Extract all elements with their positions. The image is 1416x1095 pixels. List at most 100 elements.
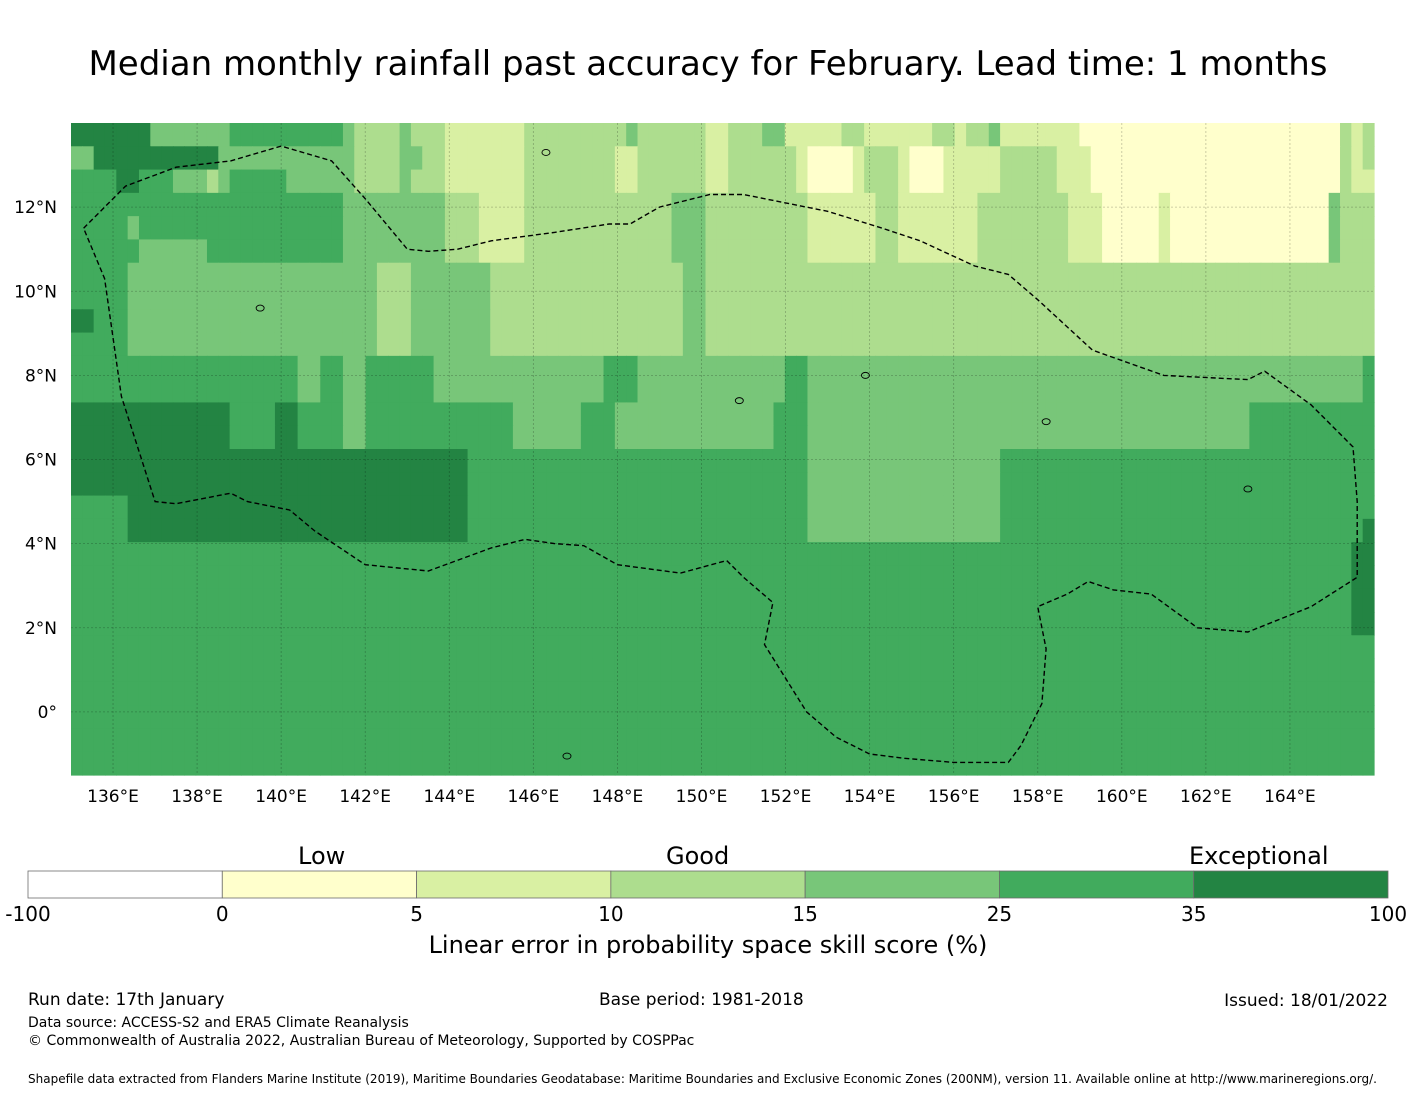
grid-cell (229, 588, 242, 613)
grid-cell (592, 751, 605, 776)
grid-cell (399, 216, 412, 241)
grid-cell (648, 355, 661, 380)
grid-cell (229, 216, 242, 241)
grid-cell (909, 635, 922, 660)
grid-cell (1328, 542, 1341, 567)
grid-cell (161, 146, 174, 171)
grid-cell (1215, 449, 1228, 473)
colorbar-tick-label: 5 (410, 902, 423, 926)
grid-cell (252, 169, 265, 194)
grid-cell (490, 355, 503, 380)
grid-cell (648, 612, 661, 636)
grid-cell (1000, 192, 1013, 217)
grid-cell (467, 262, 480, 287)
grid-cell (864, 262, 877, 287)
grid-cell (274, 379, 287, 404)
grid-cell (1328, 425, 1341, 450)
grid-cell (1068, 495, 1081, 520)
grid-cell (206, 449, 219, 473)
grid-cell (195, 355, 208, 380)
grid-cell (558, 286, 571, 310)
grid-cell (263, 379, 276, 404)
grid-cell (682, 402, 695, 427)
grid-cell (614, 309, 627, 334)
grid-cell (127, 542, 140, 567)
grid-cell (830, 309, 843, 334)
grid-cell (422, 495, 435, 520)
grid-cell (569, 472, 582, 497)
grid-cell (626, 658, 639, 683)
grid-cell (966, 123, 979, 147)
colorbar-label-low: Low (298, 842, 346, 870)
grid-cell (71, 425, 83, 450)
grid-cell (1090, 518, 1103, 543)
grid-cell (1181, 309, 1194, 334)
grid-cell (410, 565, 423, 590)
grid-cell (1045, 635, 1058, 660)
grid-cell (444, 379, 457, 404)
grid-cell (1056, 565, 1069, 590)
grid-cell (263, 495, 276, 520)
grid-cell (1294, 542, 1307, 567)
grid-cell (637, 472, 650, 497)
grid-cell (229, 192, 242, 217)
grid-cell (728, 495, 741, 520)
grid-cell (354, 495, 367, 520)
grid-cell (1238, 658, 1250, 683)
grid-cell (546, 379, 559, 404)
grid-cell (1170, 425, 1182, 450)
grid-cell (1034, 425, 1047, 450)
grid-cell (637, 542, 650, 567)
grid-cell (274, 495, 287, 520)
grid-cell (898, 705, 911, 730)
grid-cell (1056, 449, 1069, 473)
grid-cell (456, 355, 469, 380)
grid-cell (524, 332, 537, 357)
grid-cell (705, 472, 718, 497)
grid-cell (648, 681, 661, 706)
grid-cell (1147, 542, 1160, 567)
grid-cell (637, 705, 650, 730)
grid-cell (218, 518, 231, 543)
grid-cell (206, 495, 219, 520)
grid-cell (127, 402, 140, 427)
grid-cell (1294, 379, 1307, 404)
grid-cell (1181, 379, 1194, 404)
grid-cell (1136, 192, 1148, 217)
grid-cell (1351, 425, 1364, 450)
grid-cell (943, 239, 956, 264)
grid-cell (614, 495, 627, 520)
grid-cell (966, 379, 979, 404)
grid-cell (82, 751, 95, 776)
grid-cell (1011, 751, 1024, 776)
grid-cell (1249, 332, 1262, 357)
grid-cell (569, 216, 582, 241)
grid-cell (478, 425, 491, 450)
grid-cell (626, 542, 639, 567)
grid-cell (1170, 262, 1182, 287)
grid-cell (512, 146, 525, 171)
grid-cell (116, 472, 129, 497)
grid-cell (864, 542, 877, 567)
grid-cell (875, 169, 888, 194)
grid-cell (558, 658, 571, 683)
grid-cell (909, 751, 922, 776)
grid-cell (172, 262, 185, 287)
grid-cell (852, 542, 865, 567)
grid-cell (308, 751, 321, 776)
grid-cell (977, 262, 990, 287)
grid-cell (569, 705, 582, 730)
grid-cell (490, 658, 503, 683)
grid-cell (71, 123, 83, 147)
grid-cell (467, 751, 480, 776)
grid-cell (614, 658, 627, 683)
grid-cell (898, 635, 911, 660)
grid-cell (546, 635, 559, 660)
grid-cell (1204, 681, 1216, 706)
grid-cell (875, 332, 888, 357)
grid-cell (807, 146, 820, 171)
grid-cell (1022, 518, 1035, 543)
grid-cell (671, 518, 684, 543)
grid-cell (524, 472, 537, 497)
grid-cell (490, 286, 503, 310)
